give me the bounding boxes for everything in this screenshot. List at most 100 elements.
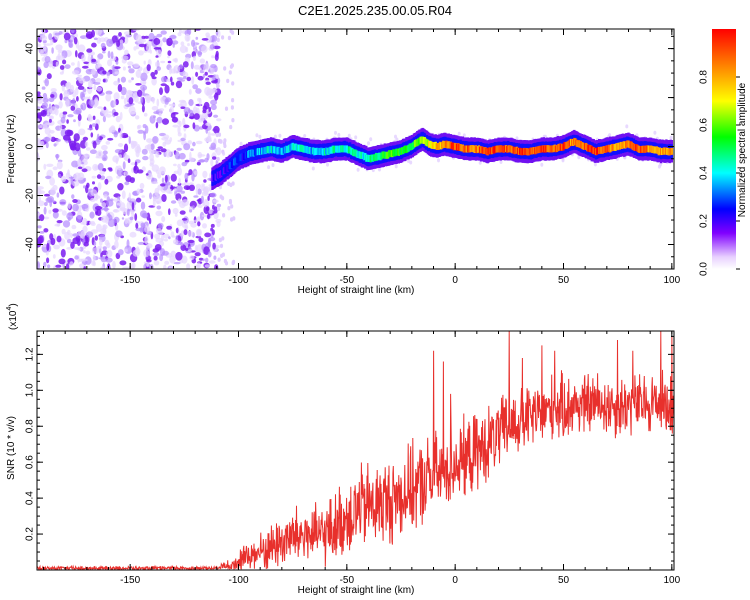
noise-speck (210, 158, 214, 167)
noise-speck (191, 39, 196, 47)
noise-speck (50, 88, 57, 93)
x-tick-label: -100 (228, 575, 248, 586)
noise-speck (108, 111, 112, 114)
noise-speck (90, 132, 94, 138)
noise-speck (44, 127, 51, 135)
noise-speck (173, 163, 177, 167)
noise-speck (164, 98, 169, 105)
noise-speck (52, 208, 59, 213)
noise-speck (71, 62, 75, 66)
noise-speck (66, 238, 72, 244)
noise-speck (197, 221, 201, 227)
ridge-halo (347, 133, 351, 138)
noise-speck (72, 203, 79, 212)
noise-speck (188, 157, 195, 163)
noise-speck (91, 175, 97, 179)
noise-speck (73, 119, 76, 123)
noise-speck (141, 148, 148, 155)
noise-speck (103, 194, 108, 199)
noise-speck (37, 261, 41, 269)
noise-speck (166, 37, 173, 47)
noise-speck (90, 229, 99, 234)
noise-speck (177, 132, 182, 137)
noise-speck (91, 58, 97, 63)
noise-speck (204, 86, 211, 96)
noise-speck (95, 205, 102, 211)
noise-speck (179, 45, 187, 54)
noise-speck (164, 84, 170, 94)
noise-speck (65, 82, 70, 88)
noise-speck (154, 187, 160, 196)
noise-speck (202, 170, 208, 179)
noise-speck (76, 96, 79, 102)
noise-speck (124, 49, 129, 55)
noise-speck (164, 104, 167, 108)
noise-speck (74, 142, 81, 152)
x-tick-label: 50 (558, 275, 570, 286)
noise-speck (37, 43, 41, 47)
noise-speck (217, 132, 222, 137)
noise-speck (175, 185, 183, 193)
noise-speck (198, 154, 206, 157)
noise-speck (229, 29, 233, 34)
noise-speck (177, 167, 183, 176)
noise-speck (160, 148, 167, 153)
noise-speck (59, 65, 65, 70)
noise-speck (159, 87, 163, 95)
noise-speck (188, 89, 192, 95)
noise-speck (172, 124, 179, 128)
noise-speck (196, 262, 201, 269)
noise-speck (117, 143, 124, 147)
noise-speck (232, 259, 236, 265)
noise-speck (130, 263, 135, 269)
noise-speck (170, 231, 175, 238)
noise-speck (113, 216, 120, 223)
x-tick-label: 50 (558, 575, 570, 586)
noise-speck (116, 205, 120, 209)
noise-speck (155, 61, 160, 68)
noise-speck (43, 163, 47, 170)
noise-speck (142, 81, 147, 85)
noise-speck (49, 177, 55, 186)
noise-speck (170, 250, 176, 257)
noise-speck (174, 151, 180, 160)
noise-speck (100, 198, 103, 203)
noise-speck (200, 64, 205, 68)
noise-speck (97, 182, 102, 191)
noise-speck (226, 78, 230, 84)
noise-speck (161, 194, 167, 202)
noise-speck (59, 71, 64, 75)
noise-speck (113, 66, 121, 69)
noise-speck (122, 161, 126, 170)
noise-speck (182, 61, 189, 68)
ridge-halo (437, 158, 440, 163)
spectrogram-y-axis-label: Frequency (Hz) (6, 115, 17, 184)
noise-speck (204, 63, 210, 71)
noise-speck (70, 105, 76, 111)
noise-speck (48, 118, 52, 123)
noise-speck (106, 199, 114, 207)
y-tick-label: 1.0 (25, 383, 36, 397)
noise-speck (195, 36, 199, 40)
noise-speck (132, 93, 136, 101)
noise-speck (129, 231, 137, 238)
noise-speck (166, 225, 173, 230)
noise-speck (204, 71, 208, 76)
noise-speck (180, 106, 186, 109)
noise-speck (131, 143, 135, 150)
noise-speck (197, 97, 201, 102)
noise-speck (135, 44, 140, 50)
noise-speck (81, 204, 89, 209)
noise-speck (114, 149, 123, 154)
noise-speck (102, 115, 106, 123)
noise-speck (105, 113, 112, 118)
noise-speck (38, 235, 44, 244)
noise-speck (108, 126, 116, 133)
ridge-halo (326, 162, 329, 167)
noise-speck (156, 116, 163, 124)
noise-speck (141, 104, 145, 113)
noise-speck (177, 163, 181, 169)
y-tick-label: 0.2 (25, 527, 36, 541)
noise-speck (144, 225, 151, 233)
noise-speck (157, 230, 164, 235)
